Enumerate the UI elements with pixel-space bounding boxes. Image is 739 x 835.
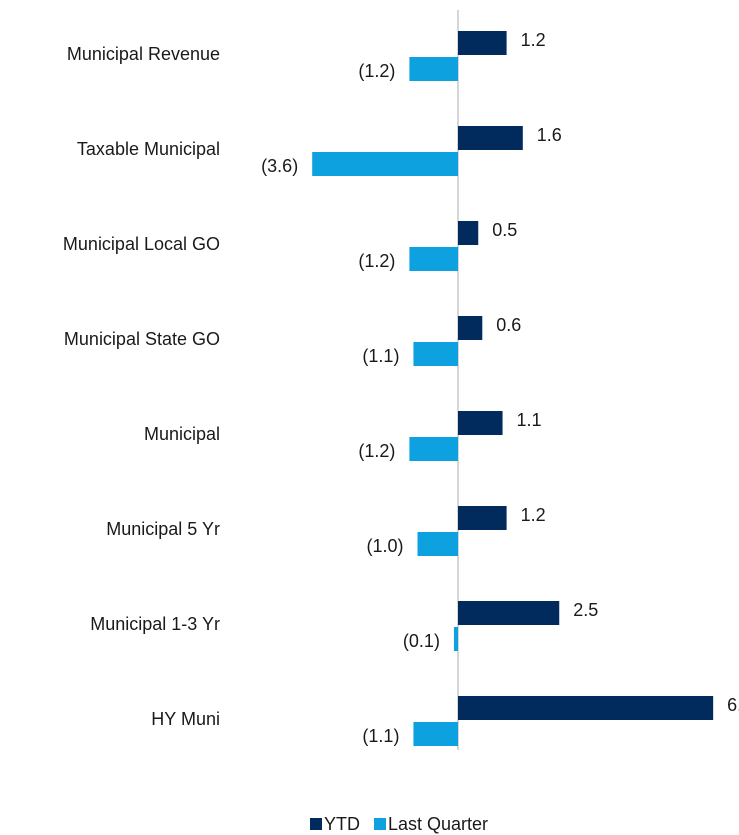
value-label: 0.5 bbox=[492, 220, 517, 240]
bar bbox=[413, 722, 458, 746]
bar bbox=[458, 221, 479, 245]
bar bbox=[458, 411, 503, 435]
bar bbox=[409, 247, 458, 271]
bar bbox=[413, 342, 458, 366]
value-label: (0.1) bbox=[403, 631, 440, 651]
bar bbox=[409, 437, 458, 461]
bar bbox=[458, 316, 483, 340]
bar bbox=[312, 152, 458, 176]
bar bbox=[458, 601, 560, 625]
value-label: 1.6 bbox=[537, 125, 562, 145]
legend-label: Last Quarter bbox=[388, 814, 488, 834]
bar bbox=[453, 627, 458, 651]
bar bbox=[458, 696, 714, 720]
value-label: 6.3 bbox=[727, 695, 739, 715]
value-label: (1.0) bbox=[366, 536, 403, 556]
category-label: Municipal 5 Yr bbox=[106, 519, 220, 539]
value-label: (1.2) bbox=[358, 441, 395, 461]
value-label: 1.1 bbox=[517, 410, 542, 430]
value-label: (3.6) bbox=[261, 156, 298, 176]
value-label: (1.2) bbox=[358, 61, 395, 81]
category-label: Municipal Local GO bbox=[63, 234, 220, 254]
value-label: 1.2 bbox=[521, 505, 546, 525]
value-label: (1.1) bbox=[362, 726, 399, 746]
value-label: (1.2) bbox=[358, 251, 395, 271]
value-label: 2.5 bbox=[573, 600, 598, 620]
category-label: Municipal Revenue bbox=[67, 44, 220, 64]
legend-swatch bbox=[374, 818, 386, 830]
bar bbox=[458, 126, 523, 150]
category-label: HY Muni bbox=[151, 709, 220, 729]
bar bbox=[417, 532, 458, 556]
category-label: Municipal bbox=[144, 424, 220, 444]
legend-swatch bbox=[310, 818, 322, 830]
value-label: 0.6 bbox=[496, 315, 521, 335]
category-label: Taxable Municipal bbox=[77, 139, 220, 159]
bar bbox=[409, 57, 458, 81]
legend-label: YTD bbox=[324, 814, 360, 834]
value-label: 1.2 bbox=[521, 30, 546, 50]
category-label: Municipal State GO bbox=[64, 329, 220, 349]
bar bbox=[458, 31, 507, 55]
value-label: (1.1) bbox=[362, 346, 399, 366]
category-label: Municipal 1-3 Yr bbox=[90, 614, 220, 634]
bar bbox=[458, 506, 507, 530]
